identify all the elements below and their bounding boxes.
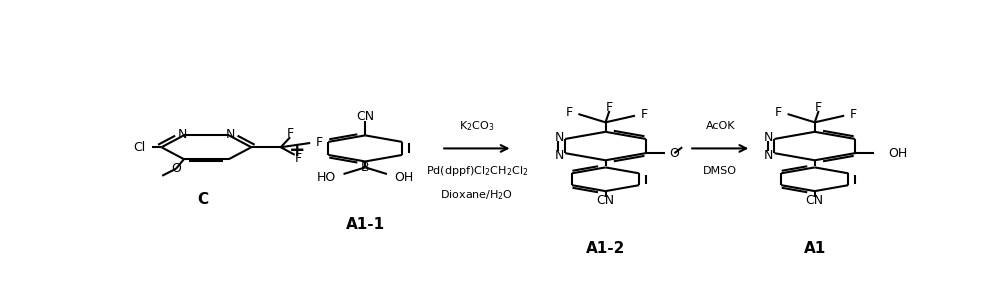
Text: OH: OH	[394, 171, 414, 184]
Text: F: F	[316, 136, 323, 149]
Text: F: F	[775, 106, 782, 119]
Text: Pd(dppf)Cl$_2$CH$_2$Cl$_2$: Pd(dppf)Cl$_2$CH$_2$Cl$_2$	[426, 164, 528, 178]
Text: N: N	[226, 128, 235, 141]
Text: F: F	[287, 127, 294, 140]
Text: AcOK: AcOK	[705, 121, 735, 131]
Text: +: +	[289, 141, 305, 160]
Text: N: N	[554, 148, 564, 162]
Text: OH: OH	[888, 147, 908, 160]
Text: CN: CN	[806, 194, 824, 207]
Text: O: O	[171, 162, 181, 175]
Text: CN: CN	[596, 194, 615, 207]
Text: HO: HO	[317, 171, 336, 184]
Text: N: N	[764, 148, 773, 162]
Text: K$_2$CO$_3$: K$_2$CO$_3$	[459, 119, 495, 133]
Text: A1-1: A1-1	[346, 217, 385, 232]
Text: F: F	[606, 101, 613, 114]
Text: F: F	[815, 101, 822, 114]
Text: N: N	[554, 131, 564, 144]
Text: Dioxane/H$_2$O: Dioxane/H$_2$O	[440, 188, 513, 201]
Text: F: F	[850, 108, 857, 121]
Text: Cl: Cl	[134, 141, 146, 154]
Text: O: O	[669, 147, 679, 160]
Text: F: F	[566, 106, 573, 119]
Text: F: F	[641, 108, 648, 121]
Text: C: C	[197, 192, 208, 207]
Text: A1: A1	[804, 241, 826, 256]
Text: N: N	[764, 131, 773, 144]
Text: DMSO: DMSO	[703, 166, 737, 176]
Text: N: N	[178, 128, 187, 141]
Text: A1-2: A1-2	[586, 241, 625, 256]
Text: B: B	[361, 161, 370, 174]
Text: CN: CN	[356, 110, 374, 124]
Text: F: F	[294, 152, 301, 165]
